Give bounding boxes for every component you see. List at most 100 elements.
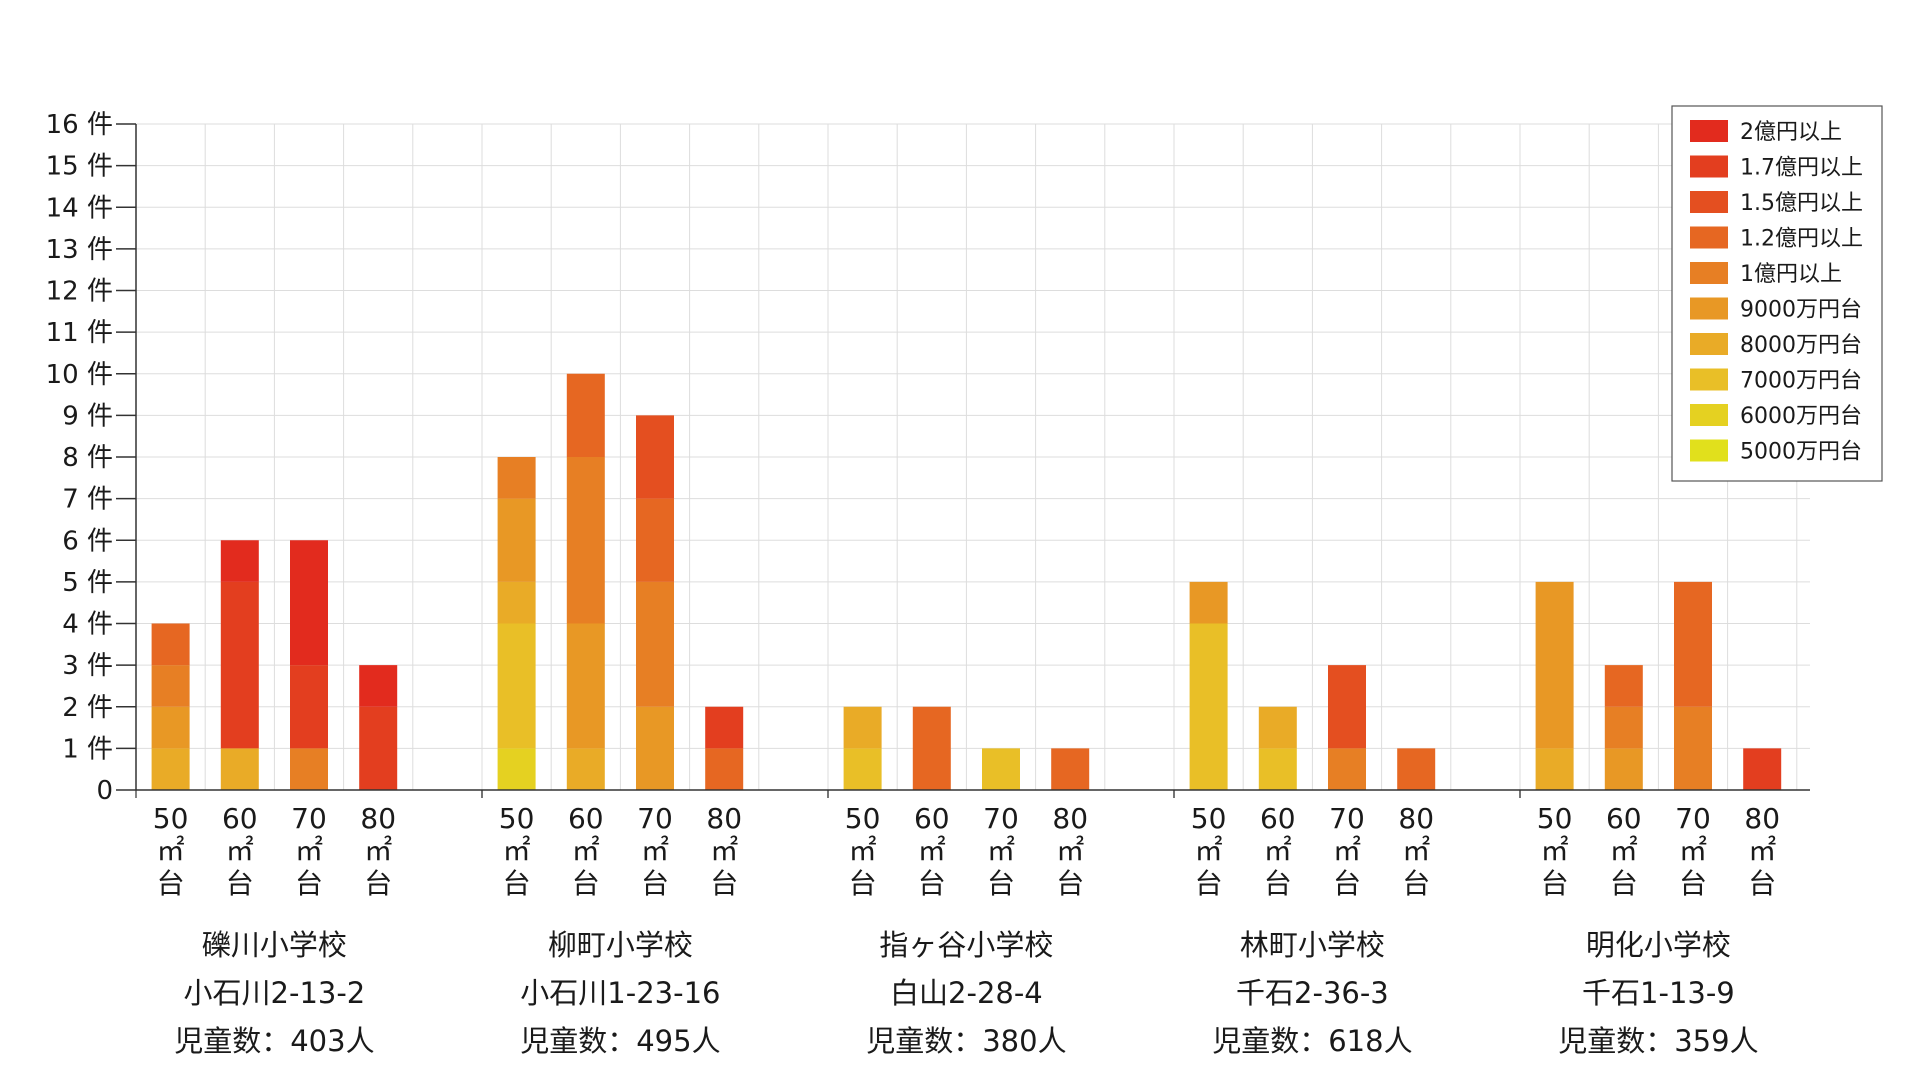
x-tick-label-number: 50	[845, 802, 881, 835]
x-tick-label-suffix: 台	[1333, 867, 1361, 900]
x-tick-label-unit: ㎡	[295, 834, 323, 867]
bar-segment	[1605, 665, 1643, 707]
x-tick-label-unit: ㎡	[1056, 834, 1084, 867]
legend-label: 1.7億円以上	[1740, 156, 1863, 181]
bar-segment	[1190, 624, 1228, 791]
legend-swatch	[1690, 440, 1728, 462]
bar-segment	[359, 707, 397, 790]
x-tick-label-number: 70	[1329, 802, 1365, 835]
legend-label: 2億円以上	[1740, 120, 1842, 145]
bar-segment	[1743, 748, 1781, 790]
x-tick-label-suffix: 台	[295, 867, 323, 900]
y-tick-label: 13 件	[46, 235, 113, 265]
x-tick-label-number: 80	[1052, 802, 1088, 835]
legend-swatch	[1690, 191, 1728, 213]
x-tick-label-suffix: 台	[1610, 867, 1638, 900]
x-tick-label-suffix: 台	[710, 867, 738, 900]
bar-segment	[567, 748, 605, 790]
x-tick-label-number: 70	[637, 802, 673, 835]
x-tick-label-number: 80	[706, 802, 742, 835]
bar-segment	[221, 748, 259, 790]
y-tick-label: 3 件	[62, 651, 113, 681]
x-tick-label-suffix: 台	[1056, 867, 1084, 900]
bar-segment	[221, 582, 259, 749]
legend-label: 1.2億円以上	[1740, 227, 1863, 252]
school-children-count: 児童数：495人	[520, 1024, 720, 1058]
bar-segment	[1674, 707, 1712, 790]
school-children-count: 児童数：403人	[174, 1024, 374, 1058]
x-tick-label-number: 50	[1537, 802, 1573, 835]
x-tick-label-number: 80	[360, 802, 396, 835]
x-tick-label-suffix: 台	[1679, 867, 1707, 900]
bar-segment	[498, 624, 536, 749]
y-tick-label: 9 件	[62, 401, 113, 431]
x-tick-label-suffix: 台	[1541, 867, 1569, 900]
x-tick-label-unit: ㎡	[987, 834, 1015, 867]
bar-segment	[1605, 748, 1643, 790]
y-tick-label: 1 件	[62, 734, 113, 764]
legend: 2億円以上 1.7億円以上 1.5億円以上 1.2億円以上 1億円以上 9000万円台 80…	[1672, 106, 1882, 481]
y-tick-label: 12 件	[46, 277, 113, 307]
x-tick-label-unit: ㎡	[1541, 834, 1569, 867]
x-tick-label-unit: ㎡	[1402, 834, 1430, 867]
x-tick-label-suffix: 台	[918, 867, 946, 900]
legend-swatch	[1690, 333, 1728, 355]
x-tick-label-number: 50	[153, 802, 189, 835]
x-tick-label-unit: ㎡	[364, 834, 392, 867]
x-tick-label-number: 50	[499, 802, 535, 835]
x-tick-label-number: 70	[1675, 802, 1711, 835]
bar-segment	[359, 665, 397, 707]
x-tick-label-number: 80	[1744, 802, 1780, 835]
legend-label: 1.5億円以上	[1740, 191, 1863, 216]
x-tick-label-suffix: 台	[849, 867, 877, 900]
y-tick-label: 2 件	[62, 693, 113, 723]
bar-segment	[567, 624, 605, 749]
bar-segment	[152, 624, 190, 666]
x-tick-label-unit: ㎡	[641, 834, 669, 867]
school-labels: 礫川小学校小石川2-13-2児童数：403人柳町小学校小石川1-23-16児童数…	[174, 928, 1758, 1058]
legend-swatch	[1690, 120, 1728, 142]
x-tick-label-suffix: 台	[1402, 867, 1430, 900]
x-tick-label-number: 60	[914, 802, 950, 835]
bar-segment	[1605, 707, 1643, 749]
x-tick-labels: 50㎡台60㎡台70㎡台80㎡台50㎡台60㎡台70㎡台80㎡台50㎡台60㎡台…	[153, 802, 1780, 900]
x-tick-label-suffix: 台	[987, 867, 1015, 900]
x-tick-label-suffix: 台	[641, 867, 669, 900]
x-tick-label-number: 70	[291, 802, 327, 835]
bar-segment	[1536, 582, 1574, 749]
bar-segment	[498, 457, 536, 499]
y-tick-label: 15 件	[46, 152, 113, 182]
legend-label: 9000万円台	[1740, 298, 1862, 323]
bar-segment	[636, 707, 674, 790]
x-tick-label-unit: ㎡	[1195, 834, 1223, 867]
x-tick-label-unit: ㎡	[710, 834, 738, 867]
legend-swatch	[1690, 156, 1728, 178]
x-tick-label-number: 50	[1191, 802, 1227, 835]
x-tick-label-number: 70	[983, 802, 1019, 835]
bar-segment	[567, 374, 605, 457]
bar-segment	[982, 748, 1020, 790]
bar-segment	[152, 707, 190, 749]
legend-label: 6000万円台	[1740, 404, 1862, 429]
x-tick-label-unit: ㎡	[503, 834, 531, 867]
school-name: 林町小学校	[1240, 928, 1385, 962]
bar-segment	[1051, 748, 1089, 790]
y-tick-label: 8 件	[62, 443, 113, 473]
bar-segment	[1397, 748, 1435, 790]
bar-segment	[1259, 707, 1297, 749]
bar-segment	[152, 748, 190, 790]
bar-segment	[290, 665, 328, 748]
school-address: 小石川1-23-16	[520, 976, 720, 1010]
bar-segment	[498, 748, 536, 790]
bar-segment	[221, 540, 259, 582]
school-children-count: 児童数：380人	[866, 1024, 1066, 1058]
school-address: 小石川2-13-2	[184, 976, 366, 1010]
x-tick-label-suffix: 台	[226, 867, 254, 900]
school-name: 礫川小学校	[202, 928, 347, 962]
x-tick-label-unit: ㎡	[226, 834, 254, 867]
legend-swatch	[1690, 404, 1728, 426]
legend-swatch	[1690, 262, 1728, 284]
x-tick-label-suffix: 台	[157, 867, 185, 900]
